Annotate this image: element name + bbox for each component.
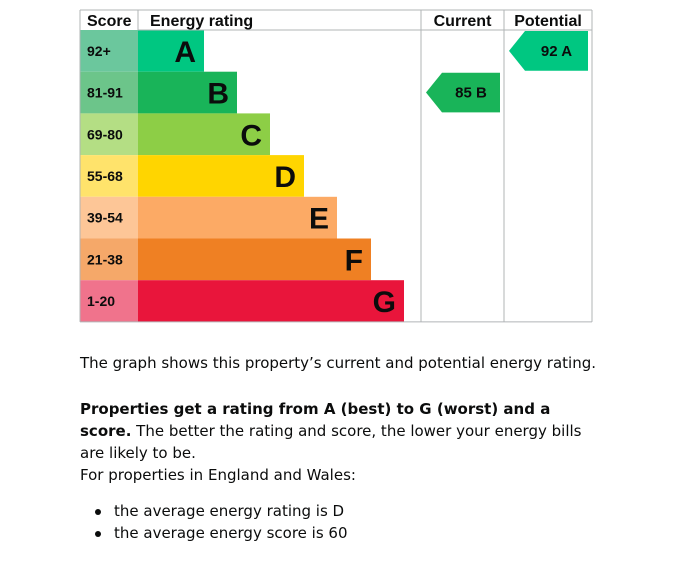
band-range-label: 39-54 (87, 210, 123, 226)
rating-explanation-bold: Properties get a rating from A (best) to… (80, 400, 551, 440)
potential-rating-label: 92 A (541, 43, 572, 60)
rating-explanation-rest: The better the rating and score, the low… (80, 422, 582, 462)
potential-header: Potential (514, 13, 582, 30)
region-text: For properties in England and Wales: (80, 466, 356, 484)
band-letter: E (309, 203, 329, 236)
current-header: Current (434, 13, 492, 30)
band-range-cell (80, 155, 138, 197)
current-rating-arrow (426, 72, 500, 113)
rating-header: Energy rating (150, 13, 253, 30)
band-range-cell (80, 113, 138, 156)
band-bar-g (138, 280, 404, 322)
band-range-cell (80, 30, 138, 72)
potential-rating-arrow (509, 31, 588, 71)
band-bar-f (138, 238, 371, 281)
band-range-cell (80, 71, 138, 114)
band-bar-c (138, 113, 270, 156)
intro-text: The graph shows this property’s current … (80, 354, 596, 372)
list-item: the average energy score is 60 (80, 522, 348, 544)
list-item: the average energy rating is D (80, 500, 348, 522)
band-range-label: 21-38 (87, 251, 123, 267)
band-range-label: 92+ (87, 43, 111, 59)
band-bar-e (138, 196, 337, 239)
band-letter: B (207, 78, 229, 111)
rating-explanation: Properties get a rating from A (best) to… (80, 398, 600, 464)
band-range-cell (80, 196, 138, 239)
band-range-cell (80, 280, 138, 322)
band-letter: F (345, 244, 363, 277)
averages-list: the average energy rating is D the avera… (80, 500, 348, 544)
band-bar-b (138, 71, 237, 114)
band-range-label: 69-80 (87, 126, 123, 142)
band-letter: A (174, 36, 196, 69)
band-range-cell (80, 238, 138, 281)
band-bar-a (138, 30, 204, 72)
band-letter: G (373, 286, 396, 319)
band-bar-d (138, 155, 304, 197)
band-range-label: 1-20 (87, 293, 115, 309)
band-letter: D (274, 161, 296, 194)
band-letter: C (240, 119, 262, 152)
score-header: Score (87, 13, 132, 30)
band-range-label: 81-91 (87, 85, 123, 101)
band-range-label: 55-68 (87, 168, 123, 184)
current-rating-label: 85 B (455, 85, 487, 102)
epc-chart: Score Energy rating Current Potential 92+ A 81… (79, 9, 593, 323)
